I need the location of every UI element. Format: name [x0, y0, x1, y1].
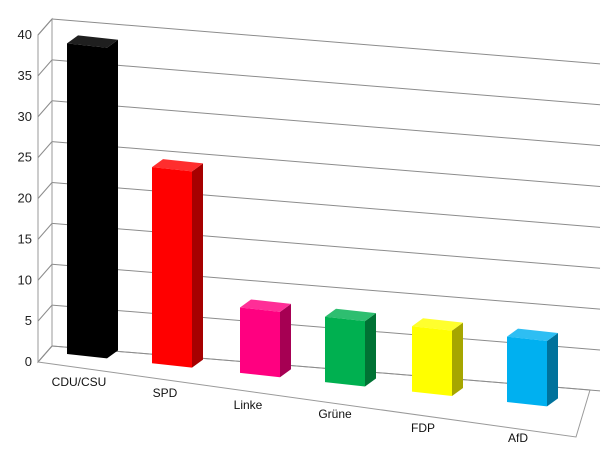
bar-top — [240, 299, 291, 312]
gridline — [51, 100, 601, 147]
gridline — [51, 222, 601, 269]
gridline-side — [37, 263, 53, 281]
gridline-side — [37, 18, 53, 36]
gridline-side — [37, 223, 53, 240]
gridline-side — [37, 59, 53, 77]
bar-spd — [152, 167, 192, 368]
bars — [67, 35, 558, 407]
gridline-side — [37, 141, 53, 158]
x-tick-label: AfD — [508, 431, 528, 445]
gridline — [51, 263, 601, 310]
bar-top — [152, 159, 203, 172]
y-tick-label: 10 — [18, 272, 32, 287]
bar-side — [452, 322, 463, 396]
x-tick-label: Linke — [234, 398, 263, 412]
bar-top — [507, 328, 558, 341]
y-tick-label: 30 — [18, 109, 32, 124]
y-tick-label: 0 — [25, 354, 32, 369]
gridline-side — [37, 345, 53, 363]
y-tick-label: 15 — [18, 231, 32, 246]
bar-afd — [507, 336, 547, 407]
y-tick-label: 40 — [18, 27, 32, 42]
y-tick-label: 5 — [25, 313, 32, 328]
bar-top — [412, 318, 463, 331]
bar-cdu-csu — [67, 43, 107, 359]
y-tick-label: 20 — [18, 191, 32, 206]
y-axis-ticks: 0 5 10 15 20 25 30 35 40 — [18, 27, 32, 369]
gridline — [51, 18, 601, 65]
bar-top — [67, 35, 118, 48]
bar-side — [107, 39, 118, 359]
bar-linke — [240, 307, 280, 378]
y-tick-label: 25 — [18, 150, 32, 165]
x-tick-label: SPD — [153, 386, 178, 400]
bar-side — [192, 163, 203, 368]
x-axis-categories: CDU/CSU SPD Linke Grüne FDP AfD — [52, 375, 529, 445]
x-tick-label: Grüne — [318, 407, 352, 421]
gridline-side — [37, 304, 53, 322]
bar-side — [365, 313, 376, 387]
gridline-side — [37, 182, 53, 199]
bar-fdp — [412, 326, 452, 396]
gridline — [51, 182, 601, 228]
x-tick-label: CDU/CSU — [52, 375, 107, 389]
gridline — [51, 59, 601, 106]
x-tick-label: FDP — [411, 421, 435, 435]
bar-top — [325, 308, 376, 322]
gridline — [51, 141, 601, 187]
gridline-side — [37, 100, 53, 118]
bar-gr-ne — [325, 316, 365, 387]
y-tick-label: 35 — [18, 68, 32, 83]
bar-side — [280, 303, 291, 378]
bar-side — [547, 332, 558, 407]
